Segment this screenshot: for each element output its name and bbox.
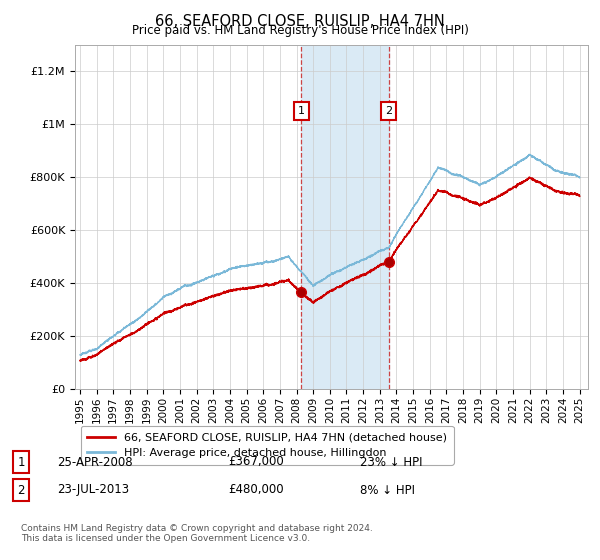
Text: 8% ↓ HPI: 8% ↓ HPI [360, 483, 415, 497]
Bar [301, 45, 389, 389]
Text: 25-APR-2008: 25-APR-2008 [57, 455, 133, 469]
Text: 23-JUL-2013: 23-JUL-2013 [57, 483, 129, 497]
Text: £480,000: £480,000 [228, 483, 284, 497]
Text: 1: 1 [17, 455, 25, 469]
Text: Price paid vs. HM Land Registry's House Price Index (HPI): Price paid vs. HM Land Registry's House … [131, 24, 469, 36]
Text: 2: 2 [17, 483, 25, 497]
Text: 2: 2 [385, 106, 392, 116]
Text: 1: 1 [298, 106, 305, 116]
Text: £367,000: £367,000 [228, 455, 284, 469]
Text: Contains HM Land Registry data © Crown copyright and database right 2024.
This d: Contains HM Land Registry data © Crown c… [21, 524, 373, 543]
Legend: 66, SEAFORD CLOSE, RUISLIP, HA4 7HN (detached house), HPI: Average price, detach: 66, SEAFORD CLOSE, RUISLIP, HA4 7HN (det… [80, 426, 454, 465]
Text: 66, SEAFORD CLOSE, RUISLIP, HA4 7HN: 66, SEAFORD CLOSE, RUISLIP, HA4 7HN [155, 14, 445, 29]
Text: 23% ↓ HPI: 23% ↓ HPI [360, 455, 422, 469]
